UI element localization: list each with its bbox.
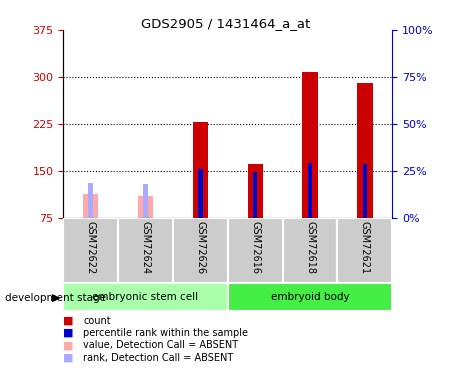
Text: ■: ■: [63, 316, 74, 326]
Text: embryonic stem cell: embryonic stem cell: [92, 292, 198, 302]
Text: GSM72626: GSM72626: [195, 221, 205, 274]
Text: ■: ■: [63, 328, 74, 338]
Text: embryoid body: embryoid body: [271, 292, 350, 302]
Bar: [138, 196, 153, 217]
Bar: [63, 217, 118, 283]
Bar: [173, 217, 228, 283]
Text: percentile rank within the sample: percentile rank within the sample: [83, 328, 249, 338]
Text: count: count: [83, 316, 111, 326]
Text: ■: ■: [63, 340, 74, 350]
Bar: [83, 194, 98, 217]
Bar: [302, 72, 318, 217]
Bar: [63, 283, 228, 311]
Text: GSM72618: GSM72618: [305, 221, 315, 274]
Text: GSM72624: GSM72624: [140, 221, 151, 274]
Bar: [118, 217, 173, 283]
Text: rank, Detection Call = ABSENT: rank, Detection Call = ABSENT: [83, 353, 234, 363]
Bar: [198, 170, 202, 217]
Bar: [363, 164, 367, 218]
Text: GSM72622: GSM72622: [86, 221, 96, 274]
Text: ▶: ▶: [52, 293, 60, 303]
Text: ■: ■: [63, 353, 74, 363]
Text: development stage: development stage: [5, 293, 106, 303]
Bar: [193, 122, 208, 218]
Bar: [228, 217, 283, 283]
Bar: [88, 183, 93, 218]
Bar: [143, 184, 147, 218]
Bar: [248, 164, 263, 218]
Text: GSM72616: GSM72616: [250, 221, 260, 274]
Bar: [228, 283, 392, 311]
Bar: [308, 162, 312, 218]
Text: GDS2905 / 1431464_a_at: GDS2905 / 1431464_a_at: [141, 17, 310, 30]
Bar: [253, 172, 258, 217]
Bar: [357, 83, 373, 218]
Bar: [337, 217, 392, 283]
Bar: [283, 217, 337, 283]
Text: GSM72621: GSM72621: [360, 221, 370, 274]
Text: value, Detection Call = ABSENT: value, Detection Call = ABSENT: [83, 340, 239, 350]
